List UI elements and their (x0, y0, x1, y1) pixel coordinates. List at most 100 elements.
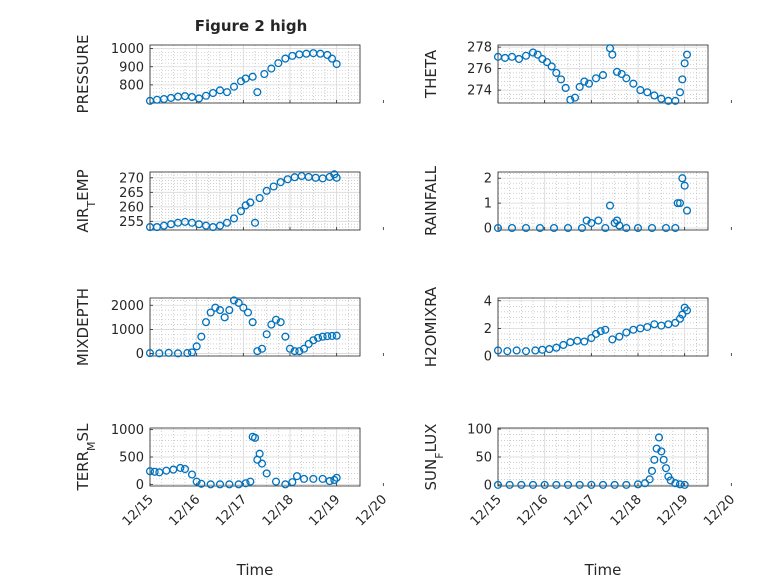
data-point (552, 343, 561, 352)
axes-box (149, 171, 361, 231)
data-point (636, 86, 645, 95)
ytick-label: 1 (484, 197, 492, 212)
xtick-label: 12/20 (701, 492, 738, 529)
data-point (281, 332, 290, 341)
data-point (281, 480, 290, 489)
data-point (271, 477, 281, 486)
data-point (535, 223, 545, 233)
ytick-label: 0 (484, 222, 492, 237)
data-point (552, 480, 561, 489)
data-point (318, 474, 327, 483)
y-axis-label: SUNFLUX (422, 424, 446, 491)
data-point (493, 480, 503, 489)
y-axis-label: MIXDEPTH (74, 288, 92, 366)
data-point (304, 172, 313, 181)
data-point (612, 216, 622, 225)
data-point (201, 221, 211, 230)
data-point (269, 182, 278, 191)
ytick-label: 900 (119, 60, 144, 75)
ytick-label: 2 (484, 322, 492, 337)
data-point (675, 314, 685, 323)
data-point (577, 223, 587, 233)
ytick-label: 100 (467, 423, 492, 438)
xtick-label: 12/17 (561, 492, 598, 529)
xtick-label: 12/18 (608, 492, 645, 529)
data-point (236, 207, 246, 216)
data-point (164, 348, 173, 357)
subplot-7: 0 500 1000 12/15 12/16 12/17 12/18 12/19 12/20 TE… (74, 423, 390, 579)
data-point (566, 338, 575, 347)
y-axis-label: TERRMSL (74, 423, 98, 492)
data-point (671, 479, 680, 488)
data-point (332, 473, 341, 482)
data-point (575, 82, 584, 91)
data-point (332, 173, 341, 182)
data-point (194, 94, 204, 103)
data-point (570, 93, 580, 102)
xtick-label: 12/15 (468, 492, 505, 529)
axes-box (497, 297, 709, 357)
data-point (622, 223, 631, 233)
ytick-label: 1000 (111, 42, 144, 57)
data-point (197, 332, 206, 341)
data-point (183, 349, 192, 358)
data-point (295, 347, 304, 356)
data-point (580, 337, 589, 346)
data-point (608, 50, 617, 59)
data-point (241, 479, 250, 488)
data-point (596, 327, 605, 336)
data-point (610, 480, 619, 489)
data-point (173, 92, 183, 101)
data-point (612, 67, 622, 76)
data-point (521, 347, 531, 356)
data-point (647, 466, 657, 475)
data-point (208, 88, 218, 98)
data-point (327, 54, 337, 63)
ytick-label: 500 (119, 451, 144, 466)
data-point (248, 72, 257, 81)
data-point (239, 303, 248, 312)
ytick-label: 270 (119, 171, 144, 186)
data-point (187, 470, 197, 479)
data-point (647, 223, 657, 233)
data-point (180, 217, 190, 226)
axes-box (497, 44, 709, 104)
data-point (323, 332, 332, 341)
data-point (257, 344, 267, 353)
data-point (225, 306, 234, 315)
data-point (145, 467, 155, 476)
data-point (563, 480, 573, 489)
data-point (281, 54, 290, 63)
data-point (187, 348, 197, 357)
xtick-label: 12/19 (306, 492, 343, 529)
data-point (615, 332, 624, 341)
subplot-1: 800 900 1000 PRESSURE (74, 35, 384, 113)
data-point (246, 477, 255, 486)
data-point (493, 223, 503, 233)
data-point (643, 88, 652, 97)
data-point (608, 335, 617, 344)
xtick-label: 12/16 (514, 492, 551, 529)
ytick-label: 2000 (111, 299, 144, 314)
data-point (533, 50, 542, 59)
data-point (255, 194, 264, 203)
data-point (162, 466, 171, 475)
x-axis-label: Time (584, 561, 622, 579)
data-point (290, 347, 299, 356)
y-axis-label: RAINFALL (422, 165, 440, 236)
data-point (155, 349, 164, 358)
data-point (173, 218, 183, 227)
data-point (582, 216, 591, 225)
data-point (622, 328, 631, 337)
data-point (318, 332, 327, 341)
data-point (661, 223, 671, 233)
xtick-label: 12/15 (120, 492, 157, 529)
data-point (243, 308, 253, 317)
figure-title: Figure 2 high (195, 17, 308, 35)
y-axis-label: AIRTEMP (74, 169, 98, 232)
data-point (507, 52, 517, 61)
data-point (517, 480, 526, 489)
data-point (591, 74, 601, 83)
data-point (159, 221, 169, 230)
